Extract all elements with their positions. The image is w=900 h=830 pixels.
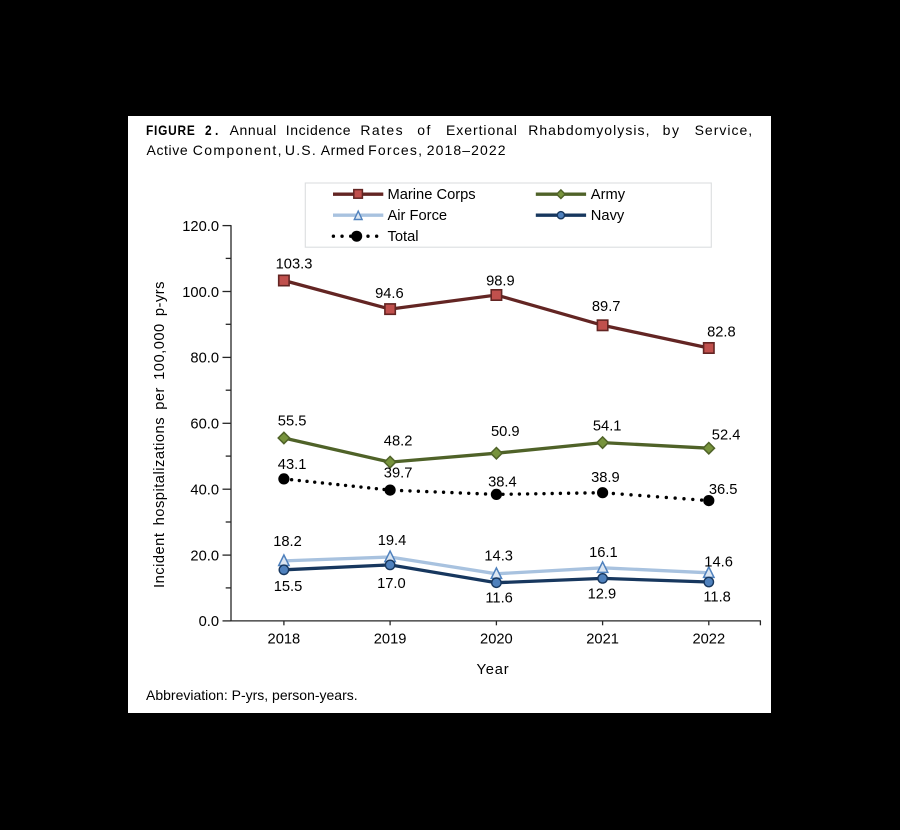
svg-text:43.1: 43.1 — [278, 457, 307, 473]
svg-text:11.6: 11.6 — [485, 590, 513, 606]
svg-text:52.4: 52.4 — [712, 427, 741, 443]
svg-text:15.5: 15.5 — [274, 579, 303, 595]
svg-text:Army: Army — [591, 187, 626, 203]
svg-text:94.6: 94.6 — [375, 286, 404, 302]
svg-text:36.5: 36.5 — [709, 482, 738, 498]
svg-text:20.0: 20.0 — [190, 548, 219, 564]
svg-text:Navy: Navy — [591, 208, 625, 224]
svg-text:14.3: 14.3 — [484, 549, 513, 565]
svg-text:18.2: 18.2 — [273, 534, 302, 550]
svg-text:60.0: 60.0 — [190, 417, 219, 433]
svg-text:80.0: 80.0 — [190, 351, 219, 367]
svg-text:12.9: 12.9 — [588, 587, 617, 603]
svg-text:2018: 2018 — [268, 631, 301, 647]
svg-text:Year: Year — [477, 662, 510, 678]
svg-text:Incident hospitalizations per: Incident hospitalizations per 100,000 p-… — [152, 281, 168, 588]
svg-text:48.2: 48.2 — [384, 434, 413, 450]
svg-text:11.8: 11.8 — [703, 590, 731, 606]
svg-text:19.4: 19.4 — [378, 533, 407, 549]
svg-text:Total: Total — [388, 229, 419, 245]
svg-text:38.9: 38.9 — [591, 470, 620, 486]
svg-text:Air Force: Air Force — [388, 208, 448, 224]
svg-text:100.0: 100.0 — [182, 285, 219, 301]
svg-text:39.7: 39.7 — [384, 466, 413, 482]
svg-text:2020: 2020 — [480, 631, 513, 647]
svg-text:16.1: 16.1 — [589, 545, 618, 561]
svg-text:98.9: 98.9 — [486, 274, 515, 290]
svg-text:82.8: 82.8 — [707, 324, 736, 340]
svg-text:120.0: 120.0 — [182, 219, 219, 235]
svg-text:0.0: 0.0 — [199, 614, 219, 630]
svg-text:50.9: 50.9 — [491, 424, 520, 440]
svg-text:89.7: 89.7 — [592, 299, 621, 315]
svg-text:54.1: 54.1 — [593, 419, 622, 435]
svg-text:2021: 2021 — [586, 631, 619, 647]
svg-text:14.6: 14.6 — [704, 555, 733, 571]
svg-text:103.3: 103.3 — [276, 257, 313, 273]
svg-text:Marine Corps: Marine Corps — [388, 187, 476, 203]
svg-text:55.5: 55.5 — [278, 413, 307, 429]
svg-text:17.0: 17.0 — [377, 576, 406, 592]
svg-text:2022: 2022 — [692, 631, 725, 647]
svg-text:2019: 2019 — [374, 631, 407, 647]
svg-text:40.0: 40.0 — [190, 483, 219, 499]
svg-text:38.4: 38.4 — [488, 475, 517, 491]
